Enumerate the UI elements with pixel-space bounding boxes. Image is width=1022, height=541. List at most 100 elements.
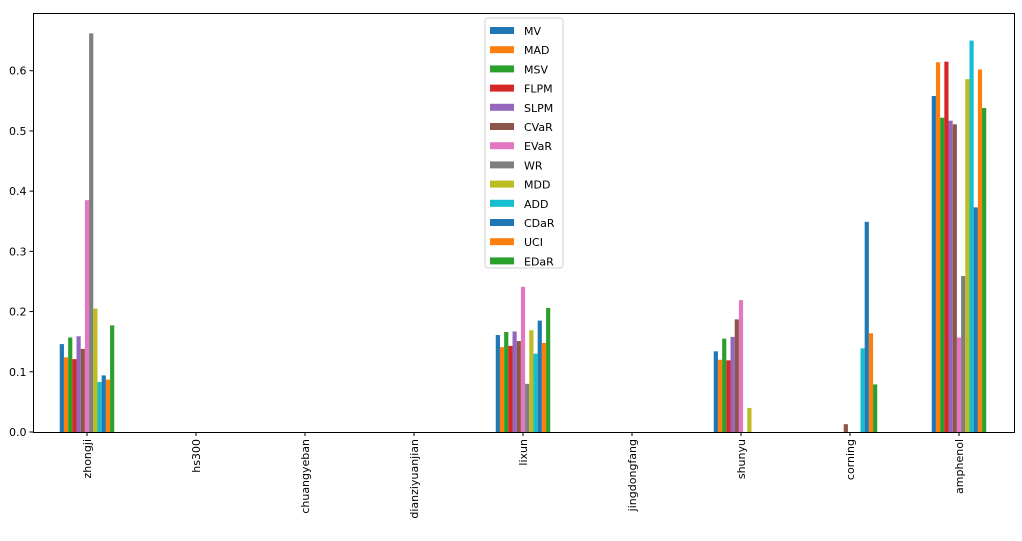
bar-msv-amphenol — [940, 117, 945, 433]
x-tick-label: lixun — [517, 439, 530, 466]
bar-mv-zhongji — [59, 344, 64, 432]
bar-msv-zhongji — [68, 337, 73, 432]
bar-cvar-corning — [843, 424, 848, 432]
bar-uci-corning — [868, 333, 874, 432]
bar-cvar-zhongji — [80, 348, 85, 432]
x-tick-label: hs300 — [190, 439, 203, 473]
x-axis: zhongji hs300 chuangyeban dianziyuanjian lix… — [81, 432, 966, 519]
bar-mv-amphenol — [931, 95, 936, 433]
legend-label: SLPM — [524, 102, 553, 115]
x-tick-label: shunyu — [735, 439, 748, 479]
legend-label: EVaR — [524, 140, 552, 153]
bar-uci-lixun — [541, 342, 547, 432]
bar-slpm-amphenol — [948, 120, 953, 432]
bar-mdd-shunyu — [747, 407, 752, 432]
bar-cvar-shunyu — [734, 319, 739, 432]
bar-add-corning — [860, 348, 865, 432]
legend-label: ADD — [524, 198, 548, 211]
bar-evar-lixun — [520, 286, 526, 432]
bars — [59, 33, 987, 433]
x-tick-label: corning — [844, 439, 857, 480]
x-tick-label: jingdongfang — [626, 439, 639, 512]
legend-swatch-mdd — [490, 180, 514, 188]
legend-label: WR — [524, 159, 543, 172]
plot-frame — [33, 13, 1015, 433]
legend-swatch-cvar — [490, 123, 514, 130]
legend-label: MV — [524, 25, 541, 38]
bar-evar-zhongji — [84, 200, 90, 432]
x-tick-label: amphenol — [953, 439, 966, 494]
legend-swatch-cdar — [490, 219, 514, 226]
legend-swatch-uci — [490, 238, 514, 246]
y-tick-label: 0.5 — [9, 125, 27, 138]
bar-mdd-zhongji — [93, 308, 98, 432]
bar-cdar-amphenol — [973, 207, 978, 432]
bar-add-amphenol — [969, 40, 974, 433]
y-tick-label: 0.3 — [9, 245, 27, 258]
bar-edar-amphenol — [982, 108, 987, 432]
bar-add-zhongji — [97, 382, 102, 432]
bar-add-lixun — [533, 353, 538, 432]
legend-swatch-mad — [490, 46, 514, 54]
legend: MV MAD MSV FLPM SLPM CVaR EVaR WR MDD ADD CDaR UCI E… — [484, 17, 564, 269]
bar-flpm-zhongji — [72, 359, 77, 432]
bar-cdar-lixun — [537, 320, 542, 432]
bar-msv-lixun — [504, 332, 509, 432]
bar-wr-amphenol — [961, 276, 966, 432]
legend-swatch-mv — [490, 27, 514, 34]
bar-evar-amphenol — [956, 337, 962, 432]
bar-cdar-corning — [864, 221, 869, 432]
y-tick-label: 0.2 — [9, 306, 27, 319]
bar-mad-shunyu — [717, 359, 723, 432]
legend-label: CDaR — [524, 217, 555, 230]
bar-uci-zhongji — [105, 379, 111, 432]
x-tick-label: chuangyeban — [299, 439, 312, 514]
legend-swatch-slpm — [490, 103, 514, 111]
legend-swatch-wr — [490, 161, 514, 169]
legend-swatch-msv — [490, 65, 514, 73]
bar-mad-zhongji — [63, 357, 69, 432]
bar-wr-zhongji — [89, 33, 94, 433]
bar-slpm-lixun — [512, 331, 517, 432]
bar-evar-shunyu — [738, 300, 744, 432]
legend-swatch-evar — [490, 142, 514, 150]
legend-label: UCI — [524, 236, 543, 249]
y-tick-label: 0.1 — [9, 366, 27, 379]
legend-label: CVaR — [524, 121, 553, 134]
bar-uci-amphenol — [977, 69, 983, 432]
bar-flpm-shunyu — [726, 360, 731, 432]
bar-edar-zhongji — [110, 325, 115, 432]
legend-swatch-flpm — [490, 84, 514, 92]
bar-cdar-zhongji — [101, 375, 106, 432]
bar-flpm-lixun — [508, 345, 513, 432]
bar-mv-shunyu — [713, 351, 718, 432]
bar-slpm-shunyu — [730, 336, 735, 432]
legend-label: EDaR — [524, 255, 554, 268]
bar-mad-lixun — [499, 347, 505, 432]
y-tick-label: 0.4 — [9, 185, 27, 198]
bar-slpm-zhongji — [76, 336, 81, 432]
bar-wr-lixun — [525, 383, 530, 432]
bar-mdd-amphenol — [965, 79, 970, 432]
x-tick-label: dianziyuanjian — [408, 439, 421, 519]
bar-mv-lixun — [495, 335, 500, 432]
legend-label: MAD — [524, 44, 550, 57]
legend-label: MSV — [524, 63, 548, 76]
bar-msv-shunyu — [722, 338, 727, 432]
bar-mdd-lixun — [529, 330, 534, 432]
bar-edar-corning — [873, 384, 878, 432]
legend-label: FLPM — [524, 83, 553, 96]
legend-swatch-edar — [490, 257, 514, 265]
legend-swatch-add — [490, 199, 514, 207]
y-tick-label: 0.0 — [9, 426, 27, 439]
bar-edar-lixun — [546, 307, 551, 432]
y-tick-label: 0.6 — [9, 65, 27, 78]
legend-label: MDD — [524, 179, 550, 192]
bar-cvar-amphenol — [952, 124, 957, 432]
bar-cvar-lixun — [516, 341, 521, 432]
bar-mad-amphenol — [935, 62, 941, 433]
x-tick-label: zhongji — [81, 439, 94, 479]
bar-flpm-amphenol — [944, 61, 949, 432]
y-axis: 0.0 0.1 0.2 0.3 0.4 0.5 0.6 — [9, 65, 34, 439]
